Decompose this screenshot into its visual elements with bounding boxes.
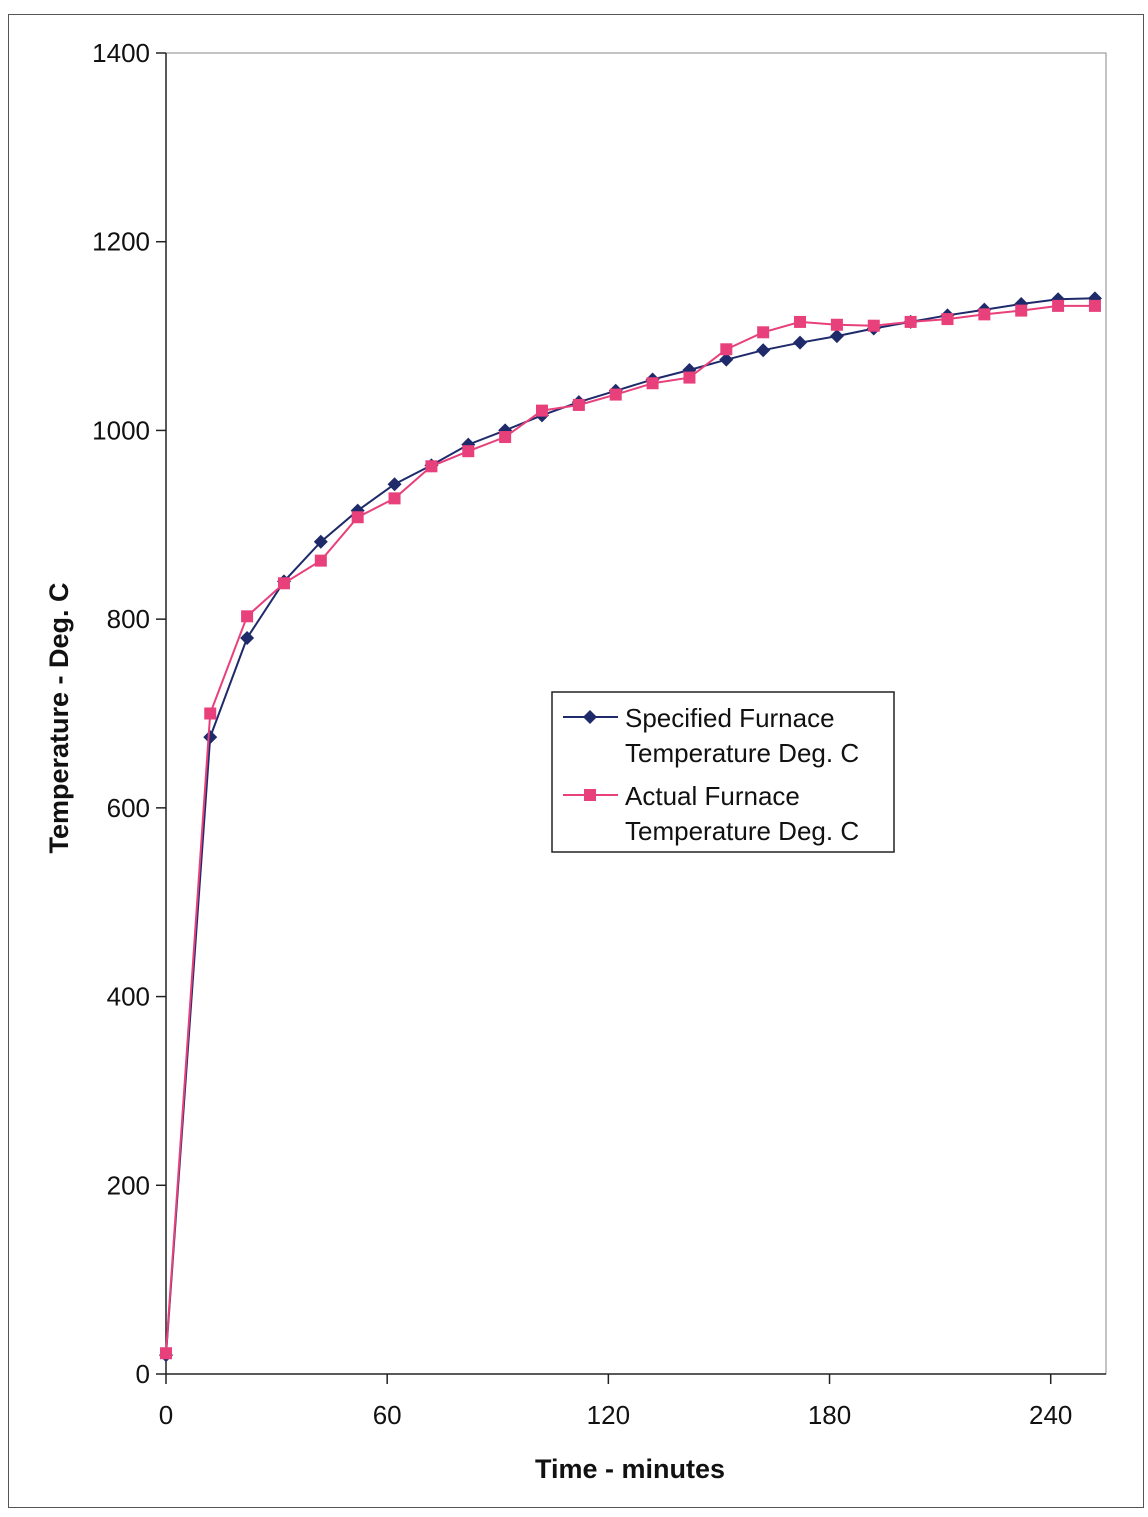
legend-label-specified-line2: Temperature Deg. C — [625, 738, 859, 768]
y-tick-label: 800 — [107, 604, 150, 634]
data-point-diamond — [756, 343, 771, 358]
data-point-square — [204, 707, 217, 720]
data-point-square — [646, 377, 659, 390]
series-layer — [159, 291, 1102, 1363]
y-tick-label: 400 — [107, 982, 150, 1012]
y-axis-ticks: 0 200 400 600 800 1000 1200 1400 — [92, 38, 166, 1389]
x-tick-label: 0 — [159, 1400, 173, 1430]
x-tick-label: 60 — [373, 1400, 402, 1430]
axes — [165, 52, 1107, 1375]
y-axis-title: Temperature - Deg. C — [44, 582, 74, 853]
data-point-square — [830, 318, 843, 331]
data-point-square — [160, 1347, 172, 1360]
data-point-square — [351, 511, 364, 524]
data-point-square — [536, 404, 548, 417]
legend: Specified Furnace Temperature Deg. C Act… — [551, 691, 895, 853]
data-point-square — [572, 398, 585, 411]
legend-marker-square — [584, 789, 596, 801]
data-point-square — [1015, 304, 1028, 317]
data-point-diamond — [829, 329, 844, 344]
y-tick-label: 0 — [136, 1359, 150, 1389]
y-tick-label: 1200 — [92, 227, 150, 257]
data-point-square — [388, 492, 401, 505]
data-point-diamond — [719, 352, 734, 367]
series-line — [165, 304, 1095, 1354]
x-tick-label: 240 — [1029, 1400, 1072, 1430]
legend-entry-actual: Actual Furnace Temperature Deg. C — [563, 781, 859, 846]
series-line — [165, 297, 1095, 1356]
data-point-square — [978, 308, 991, 321]
data-point-square — [1052, 299, 1065, 312]
data-point-diamond — [240, 631, 255, 646]
x-tick-label: 180 — [808, 1400, 851, 1430]
data-point-square — [499, 431, 512, 444]
data-point-diamond — [793, 335, 808, 350]
data-point-square — [904, 315, 917, 328]
data-point-diamond — [313, 534, 328, 549]
x-tick-label: 120 — [587, 1400, 630, 1430]
y-tick-label: 1400 — [92, 38, 150, 68]
data-point-diamond — [387, 477, 402, 492]
x-axis-ticks: 0 60 120 180 240 — [159, 1374, 1072, 1430]
data-point-square — [794, 315, 807, 328]
data-point-square — [425, 460, 438, 473]
legend-label-specified-line1: Specified Furnace — [625, 703, 835, 733]
legend-box — [551, 691, 895, 853]
legend-label-actual-line1: Actual Furnace — [625, 781, 800, 811]
data-point-diamond — [203, 730, 218, 745]
legend-label-actual-line2: Temperature Deg. C — [625, 816, 859, 846]
data-point-square — [720, 343, 733, 356]
y-tick-label: 1000 — [92, 415, 150, 445]
data-point-square — [1088, 299, 1101, 312]
y-tick-label: 600 — [107, 793, 150, 823]
x-axis-title: Time - minutes — [535, 1454, 725, 1484]
data-point-square — [683, 371, 696, 384]
data-point-square — [314, 554, 327, 567]
data-point-square — [277, 577, 290, 590]
data-point-square — [941, 313, 954, 326]
data-point-square — [757, 326, 770, 339]
data-point-square — [462, 445, 475, 458]
y-tick-label: 200 — [107, 1170, 150, 1200]
series-actual — [160, 299, 1101, 1360]
legend-marker-diamond — [583, 710, 597, 724]
data-point-square — [867, 319, 880, 332]
legend-entry-specified: Specified Furnace Temperature Deg. C — [563, 703, 859, 768]
data-point-square — [609, 388, 622, 401]
data-point-square — [241, 610, 254, 623]
